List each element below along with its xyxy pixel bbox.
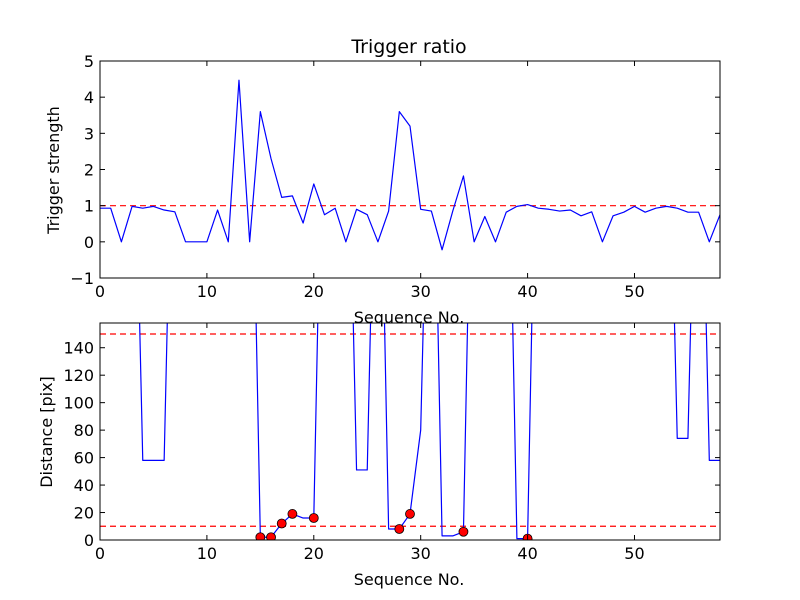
x-axis-label: Sequence No. (354, 308, 465, 327)
x-tick-label: 50 (624, 544, 644, 563)
data-point-marker (394, 524, 405, 534)
data-point-marker (458, 526, 469, 537)
series-line-0 (100, 79, 720, 251)
x-tick-label: 20 (304, 544, 324, 563)
data-point-marker (255, 532, 266, 540)
data-point-marker (266, 532, 276, 540)
y-axis-label: Distance [pix] (37, 376, 56, 488)
x-axis-label: Sequence No. (354, 570, 465, 589)
y-tick-label: 3 (84, 124, 94, 143)
trigger-ratio-plot: Trigger ratio Trigger strength Sequence … (44, 36, 721, 327)
y-tick-label: 80 (74, 421, 94, 440)
chart-title: Trigger ratio (350, 36, 466, 58)
y-tick-label: 5 (84, 52, 94, 71)
y-tick-label: 0 (84, 531, 94, 550)
distance-plot: Distance [pix] Sequence No. 0 10 20 30 40 50 0… (37, 322, 721, 589)
x-tick-label: 30 (411, 544, 431, 563)
y-tick-label: 60 (74, 449, 94, 468)
y-tick-label: −1 (70, 269, 94, 288)
series-line-0 (139, 323, 720, 540)
x-tick-label: 10 (197, 544, 217, 563)
y-tick-label: 2 (84, 161, 94, 180)
y-tick-label: 20 (74, 504, 94, 523)
y-tick-label: 1 (84, 197, 94, 216)
y-tick-label: 120 (63, 366, 94, 385)
x-tick-label: 40 (517, 544, 537, 563)
data-point-marker (308, 513, 319, 523)
x-tick-label: 30 (411, 282, 431, 301)
y-tick-label: 100 (63, 394, 94, 413)
x-tick-label: 40 (517, 282, 537, 301)
plot-area (100, 79, 720, 251)
axes-frame (99, 322, 721, 541)
y-tick-label: 0 (84, 233, 94, 252)
x-tick-label: 50 (624, 282, 644, 301)
y-tick-label: 4 (84, 88, 94, 107)
y-tick-label: 140 (63, 339, 94, 358)
x-tick-label: 0 (95, 544, 105, 563)
x-tick-label: 10 (197, 282, 217, 301)
y-tick-label: 40 (74, 476, 94, 495)
plot-area (100, 323, 720, 540)
data-point-marker (276, 518, 287, 529)
y-axis-label: Trigger strength (44, 106, 63, 235)
data-point-marker (287, 509, 298, 519)
data-point-marker (405, 509, 415, 519)
x-tick-label: 20 (304, 282, 324, 301)
x-tick-label: 0 (95, 282, 105, 301)
axes-frame (99, 60, 721, 279)
